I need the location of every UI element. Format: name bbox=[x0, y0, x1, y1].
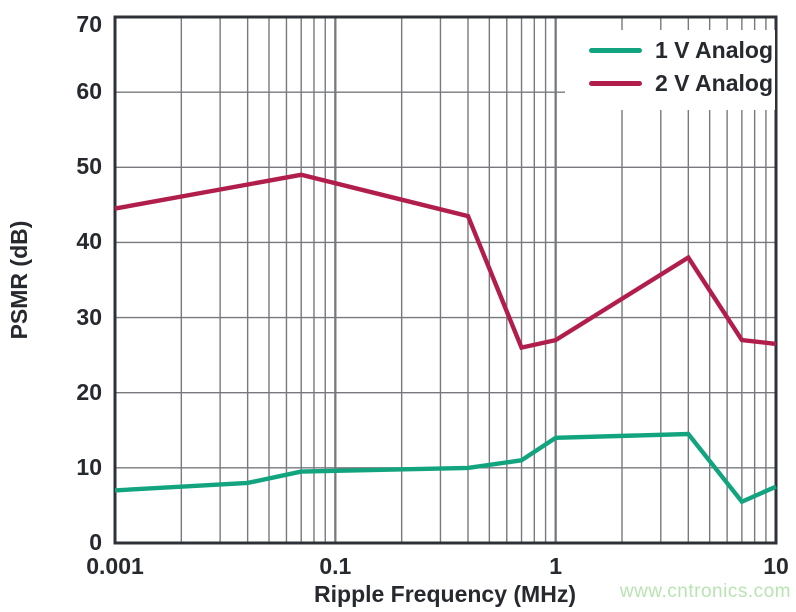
y-tick-label: 60 bbox=[76, 78, 102, 105]
legend-label-2v: 2 V Analog bbox=[655, 70, 773, 96]
y-tick-label: 40 bbox=[76, 228, 102, 255]
legend-item-1v-analog: 1 V Analog bbox=[565, 35, 775, 66]
legend-swatch-2v-icon bbox=[589, 81, 642, 86]
y-tick-label: 70 bbox=[76, 11, 102, 37]
y-tick-label: 10 bbox=[76, 453, 102, 480]
y-tick-label: 30 bbox=[76, 303, 102, 330]
legend-swatch-1v-icon bbox=[589, 48, 642, 53]
watermark: www.cntronics.com bbox=[619, 581, 791, 602]
series-line-2v-analog bbox=[114, 172, 777, 351]
plot-frame bbox=[113, 15, 778, 545]
legend-label-1v: 1 V Analog bbox=[655, 37, 773, 63]
x-tick-label: 0.001 bbox=[86, 553, 144, 579]
legend: 1 V Analog 2 V Analog bbox=[565, 30, 775, 110]
x-tick-label: 0.1 bbox=[319, 553, 352, 579]
y-tick-label: 50 bbox=[76, 153, 102, 180]
series-line-1v-analog bbox=[114, 431, 777, 505]
x-axis-title: Ripple Frequency (MHz) bbox=[314, 581, 576, 607]
gridlines bbox=[115, 17, 776, 543]
y-tick-label: 0 bbox=[89, 529, 102, 555]
x-tick-label: 1 bbox=[549, 553, 563, 579]
legend-item-2v-analog: 2 V Analog bbox=[565, 68, 775, 99]
y-tick-label: 20 bbox=[76, 378, 102, 405]
x-tick-label: 10 bbox=[763, 553, 789, 579]
y-axis-title: PSMR (dB) bbox=[6, 220, 32, 340]
